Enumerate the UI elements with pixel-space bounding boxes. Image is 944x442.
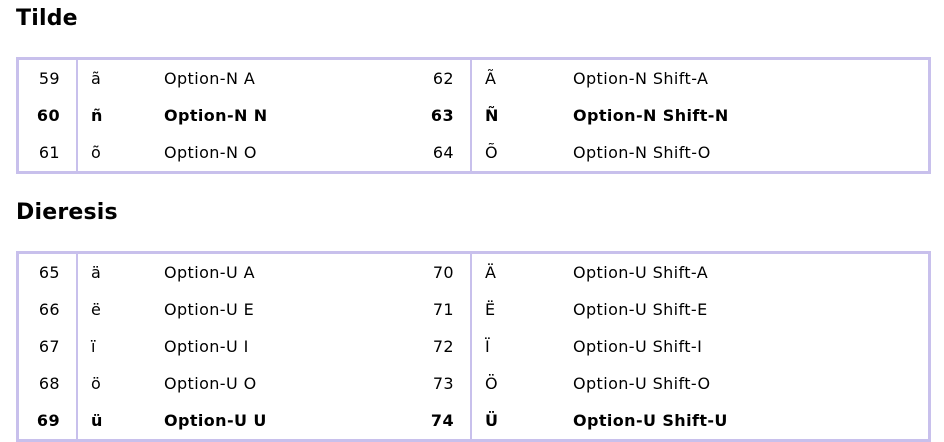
shortcut-cell: Option-U O	[164, 374, 257, 393]
table-row: 69 ü Option-U U 74 Ü Option-U Shift-U	[19, 402, 928, 439]
table-row: 66 ë Option-U E 71 Ë Option-U Shift-E	[19, 291, 928, 328]
shortcut-section: Tilde 59 ã Option-N A 62 Ã Option-N Shift-A 60…	[16, 6, 931, 174]
shortcut-cell: Option-U Shift-I	[573, 337, 703, 356]
shortcut-cell: Option-U Shift-O	[573, 374, 711, 393]
character-cell: ä	[76, 254, 151, 291]
table-row: 65 ä Option-U A 70 Ä Option-U Shift-A	[19, 254, 928, 291]
code-cell: 59	[38, 69, 60, 88]
table-row: 60 ñ Option-N N 63 Ñ Option-N Shift-N	[19, 97, 928, 134]
shortcut-cell: Option-U A	[164, 263, 255, 282]
code-cell: 60	[36, 106, 60, 125]
character-cell: ñ	[76, 97, 151, 134]
shortcut-section: Dieresis 65 ä Option-U A 70 Ä Option-U Shift-…	[16, 200, 931, 442]
code-cell: 71	[432, 300, 454, 319]
section-title: Tilde	[16, 6, 78, 31]
code-cell: 69	[36, 411, 60, 430]
character-cell: Ä	[470, 254, 560, 291]
shortcut-cell: Option-N Shift-N	[573, 106, 729, 125]
character-cell: Ñ	[470, 97, 560, 134]
shortcut-cell: Option-U E	[164, 300, 255, 319]
code-cell: 74	[430, 411, 454, 430]
character-cell: Ã	[470, 60, 560, 97]
character-cell: Ï	[470, 328, 560, 365]
table-row: 59 ã Option-N A 62 Ã Option-N Shift-A	[19, 60, 928, 97]
character-cell: Õ	[470, 134, 560, 171]
character-cell: ã	[76, 60, 151, 97]
shortcut-cell: Option-N N	[164, 106, 268, 125]
code-cell: 63	[430, 106, 454, 125]
table-row: 67 ï Option-U I 72 Ï Option-U Shift-I	[19, 328, 928, 365]
code-cell: 65	[38, 263, 60, 282]
table-row: 61 õ Option-N O 64 Õ Option-N Shift-O	[19, 134, 928, 171]
code-cell: 66	[38, 300, 60, 319]
character-cell: Ü	[470, 402, 560, 439]
table-body: 59 ã Option-N A 62 Ã Option-N Shift-A 60 ñ Optio…	[19, 60, 928, 171]
shortcut-cell: Option-U Shift-A	[573, 263, 709, 282]
table-row: 68 ö Option-U O 73 Ö Option-U Shift-O	[19, 365, 928, 402]
shortcut-cell: Option-N Shift-O	[573, 143, 711, 162]
code-cell: 61	[38, 143, 60, 162]
shortcut-cell: Option-N O	[164, 143, 257, 162]
shortcut-cell: Option-U Shift-U	[573, 411, 728, 430]
character-cell: Ö	[470, 365, 560, 402]
character-cell: ï	[76, 328, 151, 365]
character-cell: Ë	[470, 291, 560, 328]
shortcut-cell: Option-U I	[164, 337, 249, 356]
shortcut-cell: Option-N Shift-A	[573, 69, 709, 88]
code-cell: 70	[432, 263, 454, 282]
shortcut-table: 59 ã Option-N A 62 Ã Option-N Shift-A 60 ñ Optio…	[16, 57, 931, 174]
shortcut-cell: Option-U Shift-E	[573, 300, 708, 319]
code-cell: 62	[432, 69, 454, 88]
character-cell: ö	[76, 365, 151, 402]
character-cell: ë	[76, 291, 151, 328]
shortcut-cell: Option-U U	[164, 411, 267, 430]
code-cell: 64	[432, 143, 454, 162]
section-title: Dieresis	[16, 200, 118, 225]
character-cell: õ	[76, 134, 151, 171]
shortcut-table: 65 ä Option-U A 70 Ä Option-U Shift-A 66 ë Optio…	[16, 251, 931, 442]
code-cell: 72	[432, 337, 454, 356]
shortcut-cell: Option-N A	[164, 69, 256, 88]
code-cell: 67	[38, 337, 60, 356]
code-cell: 68	[38, 374, 60, 393]
character-cell: ü	[76, 402, 151, 439]
table-body: 65 ä Option-U A 70 Ä Option-U Shift-A 66 ë Optio…	[19, 254, 928, 439]
code-cell: 73	[432, 374, 454, 393]
